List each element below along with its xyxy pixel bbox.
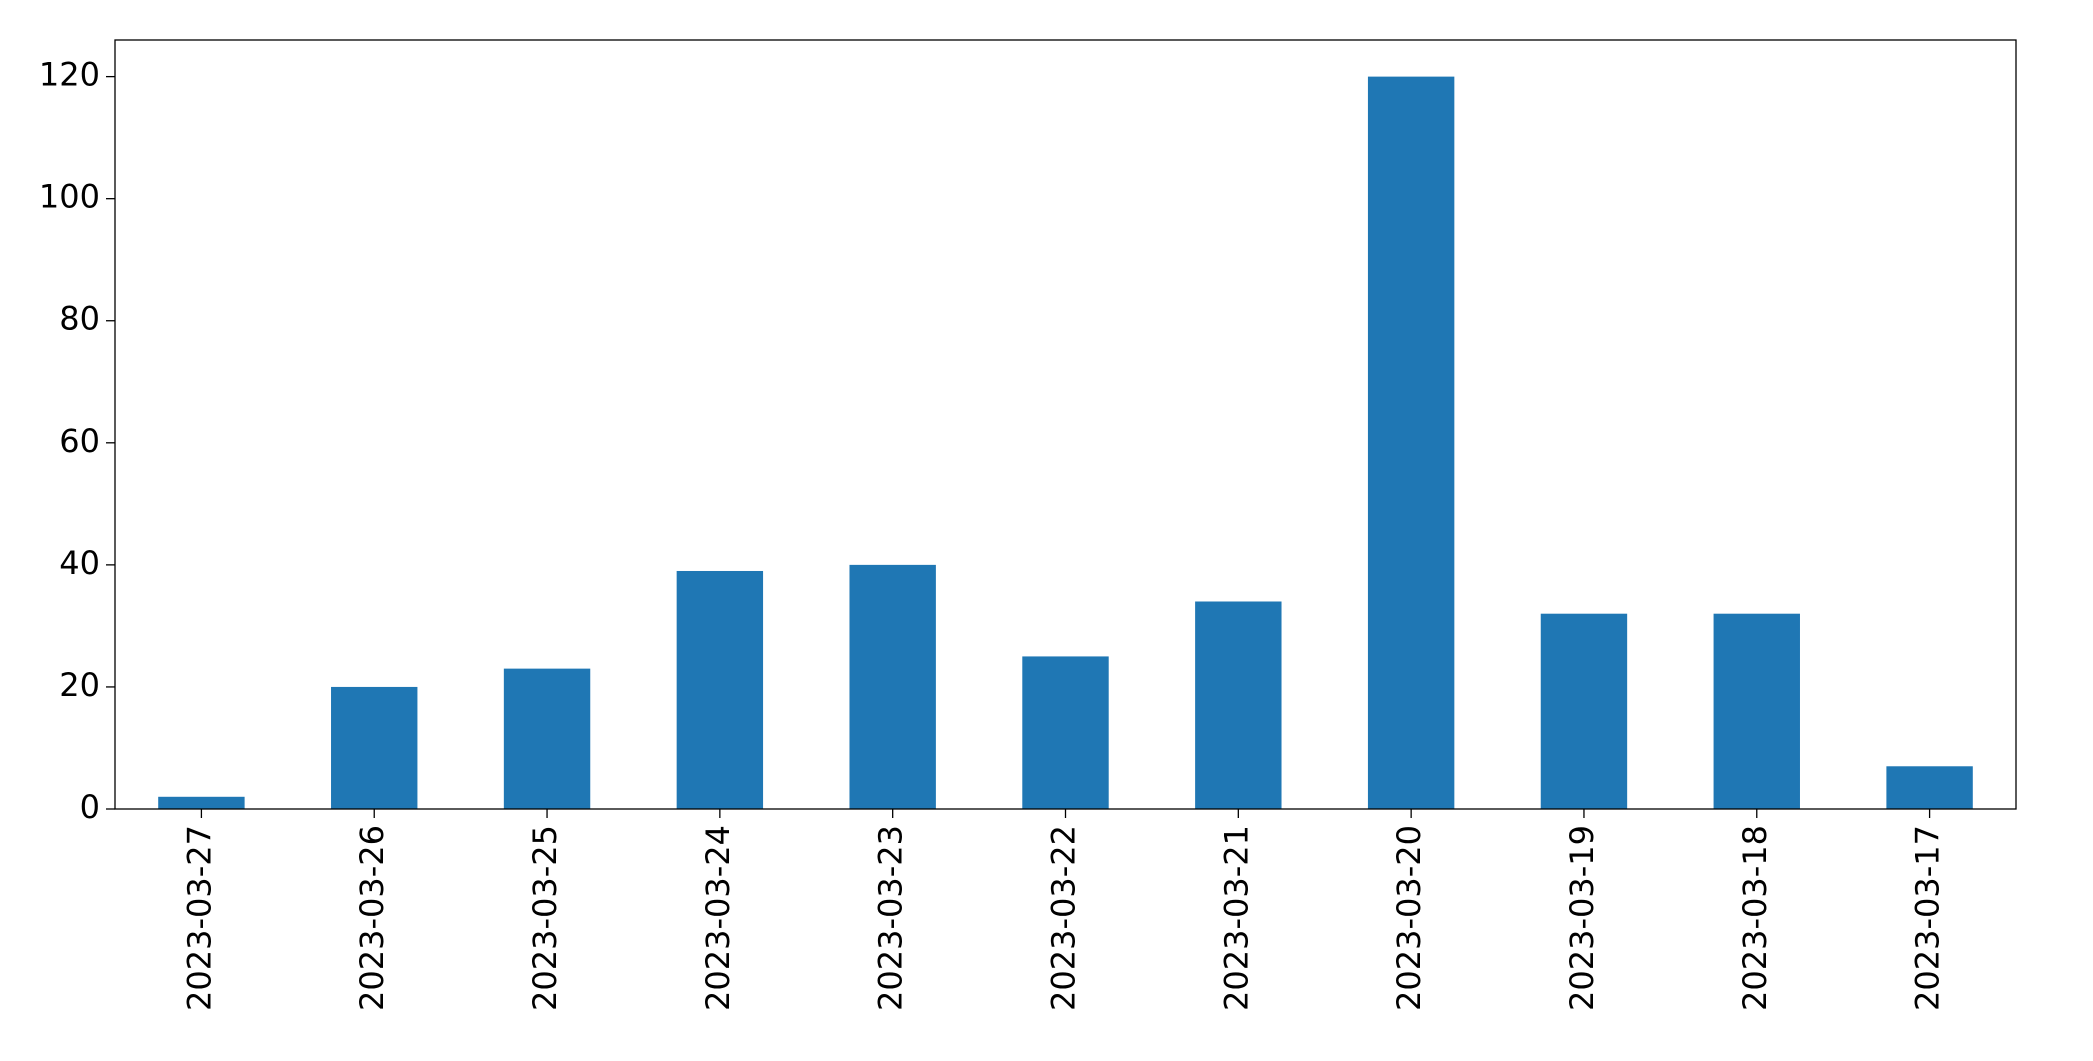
x-tick-label: 2023-03-19: [1563, 825, 1601, 1011]
bar: [1713, 613, 1800, 809]
bar: [676, 570, 764, 809]
y-tick-label: 80: [59, 300, 100, 338]
x-tick-label: 2023-03-22: [1045, 825, 1083, 1011]
bar: [1022, 656, 1109, 809]
x-tick-label: 2023-03-26: [353, 825, 391, 1011]
x-tick-label: 2023-03-21: [1217, 825, 1255, 1011]
y-tick-label: 40: [59, 544, 100, 582]
y-tick-label: 20: [59, 666, 100, 704]
bar: [1540, 613, 1628, 809]
y-tick-label: 60: [59, 422, 100, 460]
x-tick-label: 2023-03-24: [699, 825, 737, 1011]
plot-frame: [114, 39, 2017, 810]
bar: [1886, 766, 1973, 809]
x-tick-label: 2023-03-20: [1390, 825, 1428, 1011]
x-tick-label: 2023-03-18: [1736, 825, 1774, 1011]
bar: [849, 564, 936, 809]
bar: [331, 686, 418, 809]
x-tick-label: 2023-03-23: [872, 825, 910, 1011]
y-tick-label: 120: [39, 56, 100, 94]
y-tick-label: 100: [39, 178, 100, 216]
bar: [1367, 76, 1455, 810]
bar: [158, 796, 245, 809]
x-tick-label: 2023-03-27: [180, 825, 218, 1011]
x-tick-label: 2023-03-25: [526, 825, 564, 1011]
x-tick-label: 2023-03-17: [1909, 825, 1947, 1011]
bar: [503, 668, 591, 809]
bar: [1195, 601, 1282, 809]
y-tick-label: 0: [80, 788, 100, 826]
